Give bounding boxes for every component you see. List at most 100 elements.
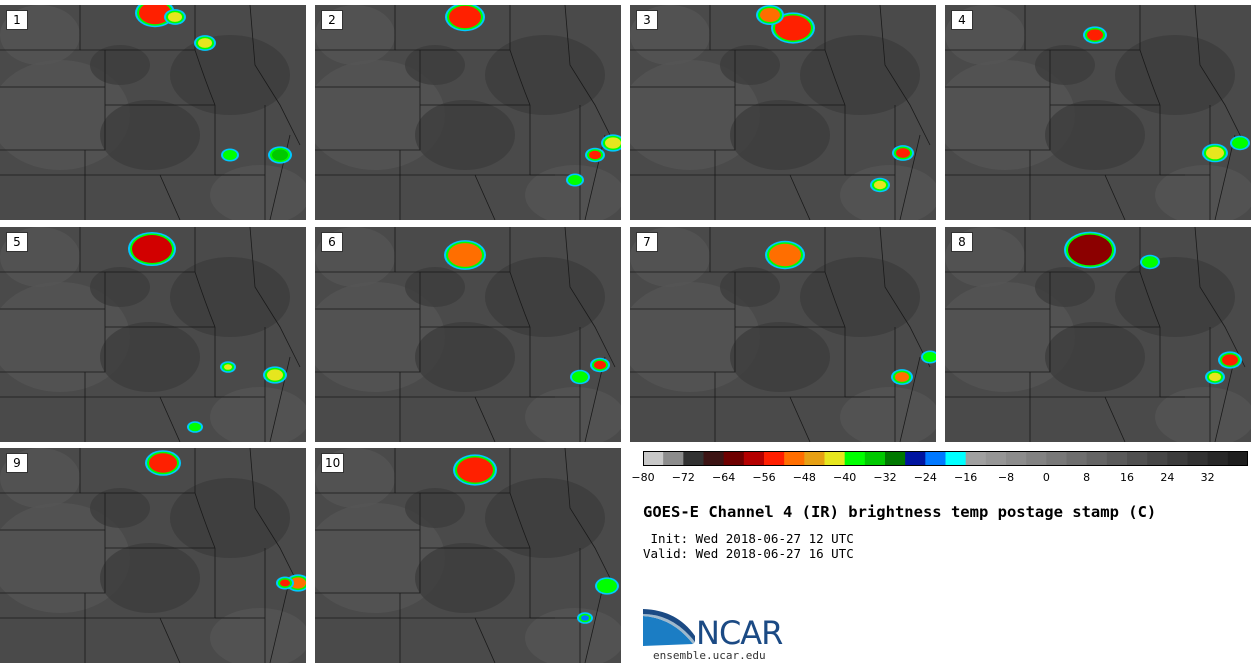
state-border (1214, 134, 1236, 220)
state-border (269, 577, 291, 663)
colorbar-swatch (784, 451, 805, 466)
colorbar-swatch (643, 451, 664, 466)
storm-cell (870, 177, 890, 193)
colorbar-swatch (723, 451, 745, 466)
state-border (0, 50, 106, 151)
storm-cell (194, 35, 216, 51)
state-border (474, 617, 496, 663)
cloud-shade (720, 45, 780, 85)
storm-cell (1202, 143, 1228, 163)
state-border (945, 50, 1051, 151)
cloud-shade (315, 503, 445, 613)
state-border (249, 227, 301, 368)
state-border (1104, 174, 1126, 220)
map-panel: 3 (630, 5, 936, 220)
cloud-shade (100, 100, 200, 170)
colorbar-swatch (965, 451, 987, 466)
colorbar-swatch (1006, 451, 1027, 466)
storm-cell (164, 9, 186, 25)
state-border (509, 49, 531, 106)
cloud-shade (405, 267, 465, 307)
colorbar-swatch (683, 451, 704, 466)
state-border (899, 134, 921, 220)
cloud-shade (485, 257, 605, 337)
panel-number: 4 (951, 10, 973, 30)
storm-cell (892, 145, 914, 161)
colorbar-tick-label: −48 (792, 471, 816, 484)
state-border (0, 272, 106, 373)
cloud-shade (945, 282, 1075, 392)
storm-cell (595, 577, 619, 595)
colorbar-tick-label: 0 (1042, 471, 1050, 484)
panel-number: 1 (6, 10, 28, 30)
map-panel: 7 (630, 227, 936, 442)
colorbar-swatch (663, 451, 684, 466)
panel-number: 2 (321, 10, 343, 30)
state-border (879, 5, 931, 146)
logo-wordmark: NCAR (696, 614, 783, 652)
colorbar-tick-label: −32 (873, 471, 897, 484)
cloud-shade (1115, 35, 1235, 115)
colorbar-swatch (1127, 451, 1148, 466)
state-border (0, 493, 106, 594)
colorbar-swatch (824, 451, 846, 466)
state-border (194, 271, 216, 328)
state-border (474, 174, 496, 220)
satellite-map (315, 5, 621, 220)
cloud-shade (630, 60, 760, 170)
cloud-shade (1045, 322, 1145, 392)
state-border (824, 49, 846, 106)
colorbar-swatch (925, 451, 946, 466)
cloud-shade (90, 45, 150, 85)
map-panel: 9 (0, 448, 306, 663)
storm-cell (1218, 351, 1242, 369)
cloud-shade (800, 35, 920, 115)
storm-cell (1083, 26, 1107, 44)
cloud-shade (210, 608, 306, 663)
colorbar-swatch (743, 451, 765, 466)
state-border (249, 448, 301, 589)
cloud-shade (720, 267, 780, 307)
panel-number: 3 (636, 10, 658, 30)
cloud-shade (100, 322, 200, 392)
map-panel: 5 (0, 227, 306, 442)
cloud-shade (1115, 257, 1235, 337)
cloud-shade (315, 282, 445, 392)
storm-cell (276, 576, 294, 590)
storm-cell (566, 173, 584, 187)
state-border (269, 356, 291, 442)
storm-cell (128, 232, 176, 266)
init-time: Init: Wed 2018-06-27 12 UTC (643, 531, 854, 546)
colorbar-swatch (1147, 451, 1168, 466)
colorbar-swatch (945, 451, 967, 466)
colorbar-swatch (1066, 451, 1088, 466)
state-border (1139, 49, 1161, 106)
panel-number: 10 (321, 453, 345, 473)
colorbar-tick-label: −16 (954, 471, 978, 484)
storm-cell (221, 148, 239, 162)
state-border (474, 396, 496, 442)
panel-number: 6 (321, 232, 343, 252)
colorbar-swatch (1167, 451, 1188, 466)
cloud-shade (170, 478, 290, 558)
valid-time: Valid: Wed 2018-06-27 16 UTC (643, 546, 854, 561)
storm-cell (1205, 369, 1225, 385)
cloud-shade (170, 257, 290, 337)
state-border (315, 493, 421, 594)
state-border (630, 50, 736, 151)
panel-number: 7 (636, 232, 658, 252)
storm-cell (891, 369, 913, 385)
panel-number: 9 (6, 453, 28, 473)
cloud-shade (90, 267, 150, 307)
cloud-shade (840, 165, 936, 220)
state-border (899, 356, 921, 442)
state-border (1139, 271, 1161, 328)
cloud-shade (315, 60, 445, 170)
colorbar-swatch (1187, 451, 1209, 466)
state-border (564, 227, 616, 368)
state-border (194, 492, 216, 549)
state-border (1104, 396, 1126, 442)
storm-cell (771, 12, 815, 44)
colorbar-swatch (864, 451, 886, 466)
storm-cell (453, 454, 497, 486)
